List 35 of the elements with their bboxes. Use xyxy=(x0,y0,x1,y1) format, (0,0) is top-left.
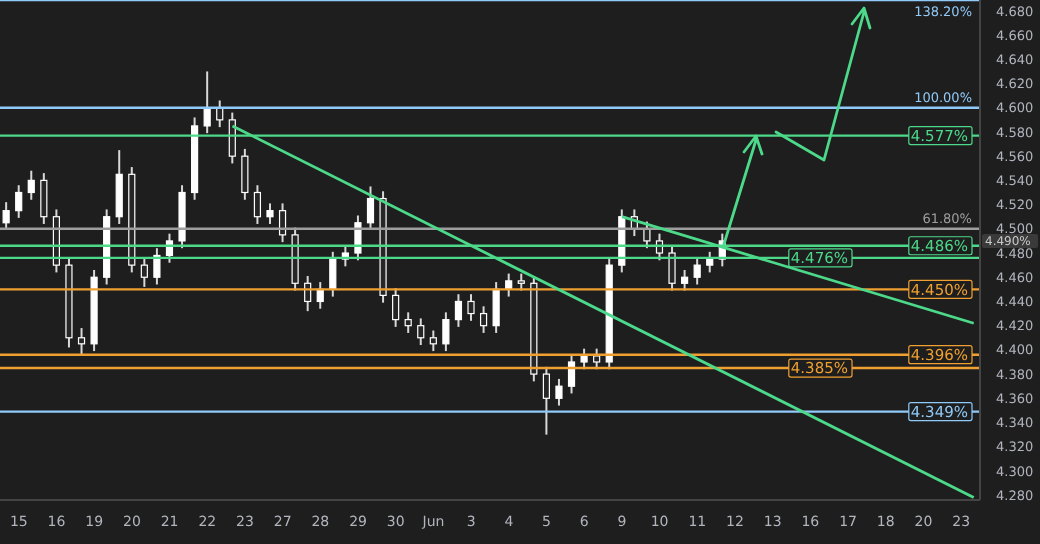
candlestick xyxy=(203,70,211,135)
candlestick xyxy=(479,305,488,334)
candlestick xyxy=(580,347,588,371)
candlestick xyxy=(542,365,550,436)
candlestick xyxy=(15,184,23,219)
candlestick xyxy=(492,281,500,334)
candlestick xyxy=(417,317,425,347)
candlestick xyxy=(392,287,400,328)
candlestick xyxy=(668,244,676,292)
candlestick xyxy=(643,220,651,250)
candlestick xyxy=(241,147,249,201)
candlestick xyxy=(266,202,274,225)
candlestick xyxy=(706,250,714,274)
candlestick xyxy=(2,201,10,232)
candlestick xyxy=(27,169,35,201)
candlestick xyxy=(429,329,437,353)
candlestick xyxy=(593,347,601,371)
candlestick xyxy=(40,172,48,225)
candlestick xyxy=(115,149,123,225)
candlestick xyxy=(467,293,475,322)
candlestick xyxy=(681,268,689,292)
candlestick xyxy=(153,247,161,286)
candlestick xyxy=(329,250,337,298)
candlestick xyxy=(567,353,576,395)
candlestick xyxy=(693,256,701,286)
candlestick xyxy=(366,185,375,232)
candlestick xyxy=(555,377,563,407)
candlestick xyxy=(404,311,412,334)
candlestick xyxy=(253,184,262,225)
candlestick xyxy=(354,214,362,262)
candlestick xyxy=(454,293,463,328)
candlestick xyxy=(77,327,86,357)
candlestick xyxy=(140,256,148,288)
candlestick xyxy=(278,202,287,244)
candlestick xyxy=(442,311,450,353)
